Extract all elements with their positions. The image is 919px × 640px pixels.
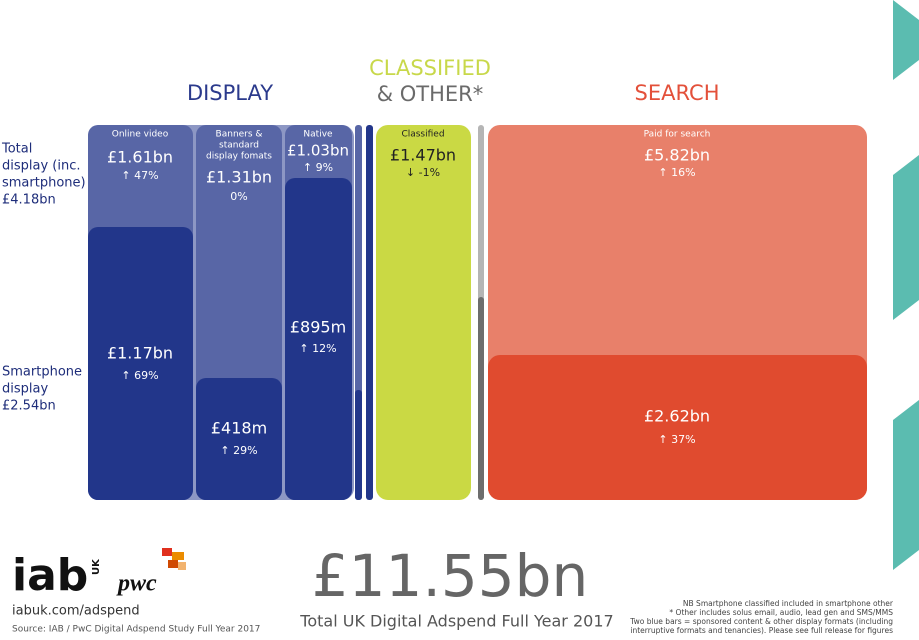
- logo-mark: [168, 560, 178, 568]
- row-label: Smartphone: [2, 365, 82, 380]
- block-value: £1.17bn: [107, 344, 173, 363]
- logo-mark: [178, 562, 186, 570]
- block-value: £2.62bn: [644, 407, 710, 426]
- block-change: ↑ 29%: [220, 444, 257, 457]
- row-label: £4.18bn: [2, 193, 56, 208]
- block-change: 0%: [230, 190, 247, 203]
- block-label: Classified: [401, 130, 444, 140]
- source: Source: IAB / PwC Digital Adspend Study …: [12, 625, 260, 635]
- logo-mark: [162, 548, 172, 556]
- block-value: £895m: [290, 318, 346, 337]
- url: iabuk.com/adspend: [12, 604, 140, 619]
- block-value: £5.82bn: [644, 146, 710, 165]
- block-search-smartphone: [488, 355, 867, 500]
- note: NB Smartphone classified included in sma…: [683, 599, 894, 608]
- decor-tab: [893, 0, 919, 80]
- header-display: DISPLAY: [187, 81, 273, 105]
- block-label: Banners &: [216, 130, 263, 140]
- grand-total: £11.55bn: [312, 542, 589, 610]
- block-smartphone: [196, 378, 282, 500]
- block-change: ↓ -1%: [406, 166, 440, 179]
- header-classified: CLASSIFIED: [369, 56, 491, 80]
- block-value: £1.61bn: [107, 148, 173, 167]
- block-label: Native: [303, 130, 333, 140]
- note: interruptive formats and tenancies). Ple…: [630, 626, 893, 635]
- note: Two blue bars = sponsored content & othe…: [629, 617, 893, 626]
- logo-iab: iab: [12, 550, 88, 601]
- grand-total-caption: Total UK Digital Adspend Full Year 2017: [299, 612, 613, 631]
- row-labels: Total display (inc. smartphone) £4.18bn …: [1, 142, 86, 414]
- row-label: Total: [1, 142, 32, 157]
- block-change: ↑ 16%: [658, 166, 695, 179]
- row-label: display (inc.: [2, 159, 81, 174]
- row-label: display: [2, 382, 48, 397]
- block-change: ↑ 12%: [299, 342, 336, 355]
- block-value: £1.47bn: [390, 146, 456, 165]
- logo-mark: [172, 552, 184, 560]
- note: * Other includes solus email, audio, lea…: [669, 608, 893, 617]
- row-label: £2.54bn: [2, 399, 56, 414]
- block-label: standard: [219, 141, 259, 151]
- block-label: Paid for search: [644, 130, 711, 140]
- header-other: & OTHER*: [377, 82, 484, 106]
- thin-bar: [478, 297, 484, 500]
- block-value: £1.03bn: [287, 142, 349, 160]
- block-change: ↑ 37%: [658, 433, 695, 446]
- decor-tab: [893, 155, 919, 320]
- thin-bar: [355, 390, 362, 500]
- row-label: smartphone): [2, 176, 86, 191]
- block-smartphone: [88, 227, 193, 500]
- block-change: ↑ 47%: [121, 169, 158, 182]
- logo-pwc: pwc: [116, 571, 157, 597]
- block-classified: [376, 125, 471, 500]
- block-change: ↑ 69%: [121, 369, 158, 382]
- block-label: Online video: [112, 130, 169, 140]
- block-value: £1.31bn: [206, 168, 272, 187]
- block-label: display fomats: [206, 152, 272, 162]
- header-search: SEARCH: [635, 81, 720, 105]
- block-smartphone: [285, 178, 352, 500]
- decor-tab: [893, 400, 919, 570]
- thin-bar: [366, 125, 373, 500]
- block-change: ↑ 9%: [303, 161, 333, 174]
- logo-uk: UK: [91, 558, 102, 575]
- block-value: £418m: [211, 419, 267, 438]
